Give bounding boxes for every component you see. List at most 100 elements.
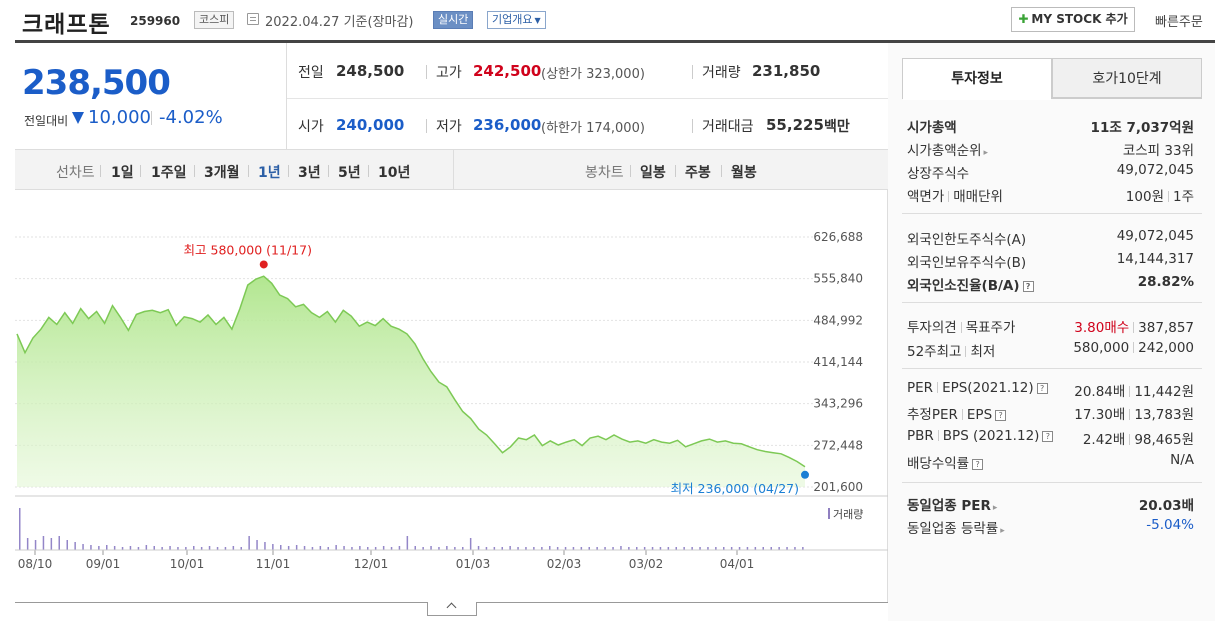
est-label-b: EPS (966, 407, 993, 423)
price-chart[interactable]: 626,688 555,840 484,992 414,144 343,296 272,4… (15, 190, 888, 602)
volume-bar (287, 546, 290, 550)
help-icon[interactable]: ? (995, 410, 1007, 421)
bps-value: 98,465원 (1134, 432, 1194, 448)
w52-values: 580,000 242,000 (1073, 340, 1194, 356)
per-values: 20.84배 11,442원 (1074, 380, 1194, 400)
low-value: 236,000 (473, 116, 542, 134)
volume-bar (216, 547, 219, 550)
volume-bar (738, 547, 741, 550)
face-value-values: 100원 1주 (1126, 185, 1194, 205)
change-label: 전일대비 (24, 114, 69, 128)
volume-bar (794, 547, 796, 550)
foreign-hold-label: 외국인보유주식수(B) (907, 255, 1027, 271)
low-label: 저가 (436, 119, 462, 135)
separator (1133, 342, 1135, 353)
plus-icon: ✚ (1018, 12, 1029, 26)
separator (1129, 386, 1131, 397)
volume-bar (303, 546, 306, 550)
volume-bar (675, 547, 677, 550)
y-tick-label: 626,688 (813, 230, 863, 244)
add-mystock-button[interactable]: ✚ MY STOCK 추가 (1011, 7, 1135, 32)
candle-monthly[interactable]: 월봉 (731, 165, 757, 181)
period-bar-divider (453, 150, 454, 190)
candle-chart-label: 봉차트 (585, 165, 624, 181)
industry-per-label[interactable]: 동일업종 PER ▸ (907, 494, 997, 514)
foreign-limit-value: 49,072,045 (1116, 228, 1194, 244)
per-value: 20.84배 (1074, 384, 1126, 400)
tab-underline (902, 98, 1202, 99)
face-label: 액면가 (907, 189, 945, 205)
tab-hoga[interactable]: 호가10단계 (1052, 58, 1202, 98)
volume-bar (19, 508, 21, 550)
volume-bar (169, 546, 171, 550)
volume-bar (667, 547, 670, 550)
per-label-a: PER (907, 380, 934, 396)
volume-bar (34, 540, 37, 550)
industry-change-label[interactable]: 동일업종 등락률 ▸ (907, 517, 1005, 537)
help-icon[interactable]: ? (1036, 383, 1048, 394)
amount-value: 55,225 (766, 116, 824, 134)
volume-bar (683, 547, 685, 550)
company-overview-dropdown[interactable]: 기업개요 ▼ (487, 11, 546, 29)
volume-bar (770, 547, 772, 550)
opinion-label: 투자의견 목표주가 (907, 316, 1015, 336)
volume-bar (351, 547, 353, 550)
candle-daily[interactable]: 일봉 (640, 165, 666, 181)
volume-bar (264, 542, 266, 550)
help-icon[interactable]: ? (1022, 281, 1034, 292)
section-divider (902, 482, 1202, 483)
period-1y[interactable]: 1년 (258, 165, 281, 181)
volume-bar (161, 547, 163, 550)
foreign-limit-label: 외국인한도주식수(A) (907, 232, 1027, 248)
candle-weekly[interactable]: 주봉 (685, 165, 711, 181)
period-1w[interactable]: 1주일 (151, 165, 187, 181)
tab-invest-info[interactable]: 투자정보 (902, 58, 1052, 98)
down-triangle-icon (72, 112, 84, 124)
x-tick-label: 03/02 (629, 557, 664, 571)
collapse-chart-button[interactable] (427, 602, 477, 616)
volume-bar (185, 547, 187, 550)
x-tick-label: 12/01 (354, 557, 389, 571)
volume-bar (517, 547, 519, 550)
chevron-right-icon: ▸ (983, 148, 989, 158)
lower-limit: (하한가 174,000) (541, 121, 645, 136)
volume-bar (762, 547, 764, 550)
volume-bar (541, 547, 543, 550)
x-tick-label: 04/01 (720, 557, 755, 571)
pbr-label-a: PBR (907, 428, 934, 444)
volume-bar (58, 536, 60, 550)
volume-bar (509, 546, 511, 550)
live-button[interactable]: 실시간 (433, 11, 474, 29)
quick-order-link[interactable]: 빠른주문 (1155, 15, 1203, 30)
volume-bar (26, 538, 29, 550)
volume-bar (177, 547, 179, 550)
help-icon[interactable]: ? (972, 459, 984, 470)
volume-bar (730, 547, 733, 550)
volume-bar (746, 547, 749, 550)
volume-bar (272, 544, 274, 550)
period-5y[interactable]: 5년 (338, 165, 361, 181)
volume-bar (802, 547, 804, 550)
volume-bar (699, 547, 701, 550)
trade-unit: 1주 (1172, 189, 1194, 205)
volume-bar (628, 547, 630, 550)
period-10y[interactable]: 10년 (378, 165, 411, 181)
separator (426, 119, 427, 133)
x-tick-label: 11/01 (256, 557, 291, 571)
help-icon[interactable]: ? (1042, 431, 1054, 442)
foreign-ratio-value: 28.82% (1137, 274, 1194, 290)
period-1d[interactable]: 1일 (111, 165, 134, 181)
period-3m[interactable]: 3개월 (204, 165, 240, 181)
separator (721, 165, 722, 177)
separator (937, 430, 939, 441)
volume-bar (280, 545, 282, 550)
cap-rank-label[interactable]: 시가총액순위 ▸ (907, 139, 988, 159)
volume-bar (525, 547, 527, 550)
high-label: 고가 (436, 65, 462, 81)
volume-bar (90, 545, 92, 550)
period-3y[interactable]: 3년 (298, 165, 321, 181)
volume-bar (643, 547, 646, 550)
w52-low-label: 최저 (970, 344, 996, 360)
volume-bar (129, 546, 132, 550)
separator (692, 65, 693, 79)
